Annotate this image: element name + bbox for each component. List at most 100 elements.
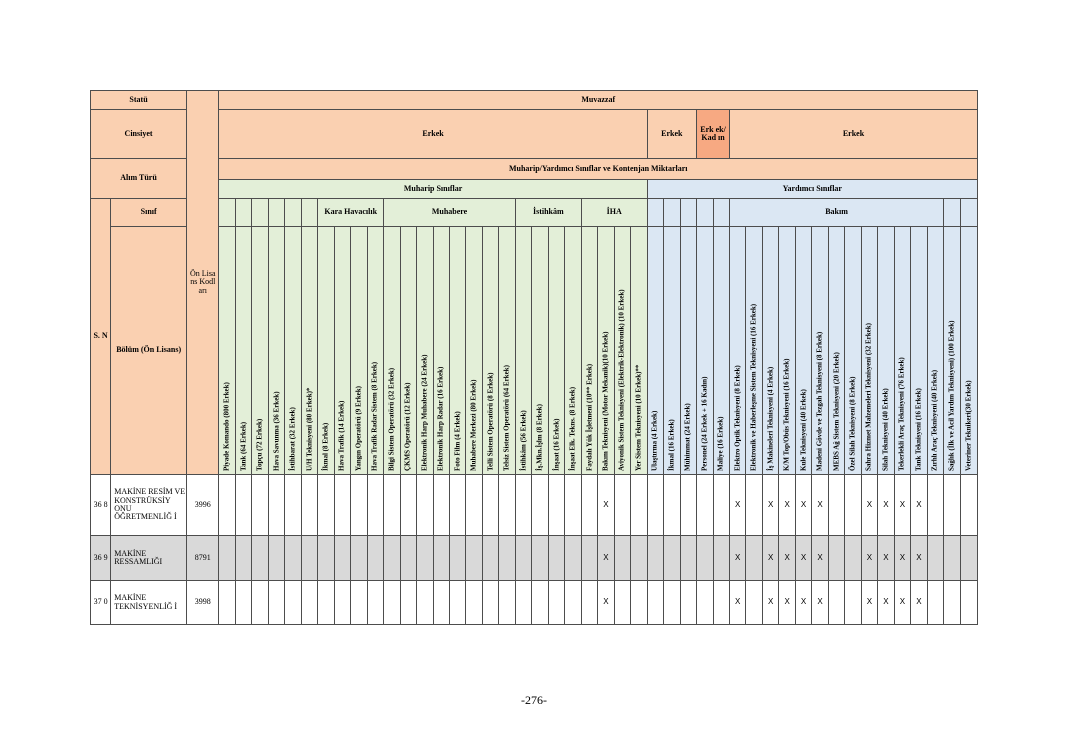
row-mark-cell bbox=[251, 535, 269, 581]
row-mark-cell bbox=[580, 535, 599, 581]
row-mark-cell bbox=[498, 474, 516, 536]
row-mark-cell bbox=[284, 580, 302, 625]
row-mark-cell: X bbox=[811, 474, 829, 536]
row-mark-cell bbox=[317, 474, 335, 536]
column-header: İstihkâm (56 Erkek) bbox=[514, 226, 533, 475]
row-mark-cell bbox=[926, 535, 945, 581]
row-mark-cell bbox=[267, 474, 286, 536]
row-mark-cell: X bbox=[893, 535, 912, 581]
column-header-label: Faydalı Yük İşletmeni (10** Erkek) bbox=[585, 363, 593, 471]
row-mark-cell: X bbox=[860, 580, 879, 625]
row-mark-cell bbox=[712, 580, 730, 625]
column-header-label: Tekerlekli Araç Teknisyeni (76 Erkek) bbox=[897, 357, 906, 471]
row-mark-cell bbox=[399, 474, 418, 536]
row-mark-cell bbox=[531, 535, 549, 581]
column-header-label: Silah Teknisyeni (40 Erkek) bbox=[881, 388, 890, 471]
row-mark-cell: X bbox=[893, 474, 912, 536]
column-header-label: Hava Trafik Radar Sistem (8 Erkek) bbox=[370, 361, 379, 471]
row-mark-cell bbox=[663, 580, 681, 625]
column-header: Sahra Hizmet Malzemeleri Teknisyeni (32 … bbox=[860, 226, 879, 475]
column-header: Maliye (16 Erkek) bbox=[712, 226, 730, 475]
column-header: Elektronik Harp Radar (16 Erkek) bbox=[432, 226, 451, 475]
column-header-label: Özel Silah Teknisyeni (8 Erkek) bbox=[848, 376, 857, 471]
row-sn: 37 0 bbox=[89, 580, 112, 625]
row-mark-cell bbox=[251, 580, 269, 625]
column-header: Yangın Operatörü (9 Erkek) bbox=[350, 226, 368, 475]
column-header: İkmal (16 Erkek) bbox=[663, 226, 681, 475]
column-header-label: İnşaat (16 Erkek) bbox=[552, 418, 561, 471]
column-header: Tank Teknisyeni (16 Erkek) bbox=[910, 226, 928, 475]
column-header: Ulaştırma (4 Erkek) bbox=[646, 226, 665, 475]
column-header-label: Madeni Gövde ve Tezgah Teknisyeni (8 Erk… bbox=[815, 331, 824, 471]
row-mark-cell bbox=[943, 535, 961, 581]
row-mark-cell bbox=[432, 535, 451, 581]
row-mark-cell bbox=[317, 535, 335, 581]
column-header-label: Elektro Optik Teknisyeni (8 Erkek) bbox=[733, 365, 742, 471]
column-header: Bakım Teknisyeni (Motor Mekanik)(10 Erke… bbox=[597, 226, 615, 475]
column-header: İnşaat Elk. Tekns. (8 Erkek) bbox=[564, 226, 582, 475]
row-mark-cell: X bbox=[877, 474, 895, 536]
column-header-label: İnşaat Elk. Tekns. (8 Erkek) bbox=[568, 386, 577, 471]
row-mark-cell bbox=[317, 580, 335, 625]
column-header-label: Aviyonik Sistem Teknisyeni (Elektrik-Ele… bbox=[617, 289, 626, 471]
column-header: Hava Trafik Radar Sistem (8 Erkek) bbox=[366, 226, 385, 475]
row-mark-cell: X bbox=[910, 474, 928, 536]
row-mark-cell bbox=[366, 474, 385, 536]
row-mark-cell bbox=[663, 535, 681, 581]
row-mark-cell bbox=[350, 535, 368, 581]
row-mark-cell bbox=[959, 535, 979, 581]
row-mark-cell bbox=[333, 535, 352, 581]
row-mark-cell bbox=[449, 474, 467, 536]
row-mark-cell bbox=[383, 535, 401, 581]
row-mark-cell bbox=[284, 474, 302, 536]
group-empty-cell bbox=[218, 198, 236, 227]
column-header-label: Kule Teknisyeni (40 Erkek) bbox=[799, 389, 808, 471]
column-header-label: Telsiz Sistem Operatörü (64 Erkek) bbox=[502, 365, 511, 471]
row-mark-cell: X bbox=[728, 535, 747, 581]
column-header: Elektronik ve Haberleşme Sistem Teknisye… bbox=[745, 226, 763, 475]
group-empty-cell bbox=[234, 198, 253, 227]
column-header-label: Topçu (72 Erkek) bbox=[255, 418, 264, 471]
row-code: 3998 bbox=[186, 580, 220, 625]
row-mark-cell: X bbox=[761, 580, 780, 625]
row-mark-cell bbox=[959, 580, 979, 625]
yardimci-label: Yardımcı Sınıflar bbox=[646, 179, 979, 199]
row-mark-cell bbox=[844, 580, 862, 625]
row-mark-cell bbox=[432, 580, 451, 625]
row-mark-cell bbox=[959, 474, 979, 536]
column-header: Kule Teknisyeni (40 Erkek) bbox=[794, 226, 813, 475]
row-mark-cell bbox=[234, 580, 253, 625]
row-mark-cell: X bbox=[794, 474, 813, 536]
group-empty-cell bbox=[712, 198, 730, 227]
column-header-label: Hava Savunma (36 Erkek) bbox=[272, 391, 281, 471]
row-mark-cell: X bbox=[811, 580, 829, 625]
column-header-label: Hava Trafik (14 Erkek) bbox=[337, 400, 346, 471]
row-mark-cell bbox=[547, 580, 566, 625]
column-header: Veteriner Teknikeri(30 Erkek) bbox=[959, 226, 979, 475]
column-header: Silah Teknisyeni (40 Erkek) bbox=[877, 226, 895, 475]
row-mark-cell bbox=[498, 535, 516, 581]
row-mark-cell: X bbox=[910, 535, 928, 581]
group-istihkam: İstihkâm bbox=[514, 198, 582, 227]
bolum-label: Bölüm (Ön Lisans) bbox=[110, 226, 188, 475]
group-empty-cell bbox=[943, 198, 961, 227]
row-mark-cell bbox=[383, 580, 401, 625]
column-header-label: Bilgi Sistem Operatörü (32 Erkek) bbox=[387, 367, 396, 471]
group-empty-cell bbox=[300, 198, 319, 227]
group-empty-cell bbox=[679, 198, 698, 227]
row-mark-cell bbox=[399, 535, 418, 581]
row-mark-cell bbox=[514, 535, 533, 581]
row-mark-cell bbox=[531, 580, 549, 625]
row-mark-cell bbox=[218, 474, 236, 536]
page-number: -276- bbox=[521, 693, 547, 707]
row-mark-cell bbox=[333, 580, 352, 625]
row-mark-cell bbox=[696, 535, 714, 581]
row-mark-cell bbox=[432, 474, 451, 536]
row-mark-cell bbox=[465, 535, 483, 581]
group-empty-cell bbox=[251, 198, 269, 227]
column-header: Muhabere Merkezi (80 Erkek) bbox=[465, 226, 483, 475]
row-mark-cell bbox=[827, 474, 846, 536]
column-header: Bilgi Sistem Operatörü (32 Erkek) bbox=[383, 226, 401, 475]
row-mark-cell bbox=[514, 580, 533, 625]
row-mark-cell bbox=[333, 474, 352, 536]
